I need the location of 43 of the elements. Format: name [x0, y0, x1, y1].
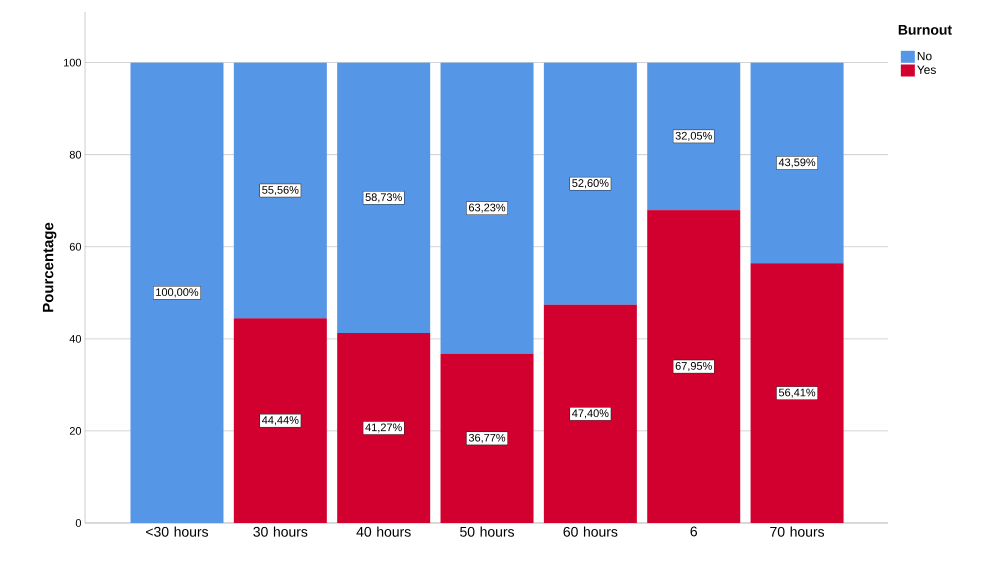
data-label: 44,44% [262, 416, 299, 426]
y-tick-label: 40 [70, 334, 82, 343]
bar [234, 62, 327, 318]
bar [337, 332, 430, 523]
data-label: 67,95% [676, 362, 712, 372]
y-tick-label: 80 [70, 150, 82, 159]
data-label: 41,27% [365, 423, 402, 433]
bar [647, 210, 740, 523]
data-label: 32,05% [676, 132, 712, 141]
y-tick-label: 60 [70, 242, 82, 251]
data-label: 56,41% [778, 388, 816, 398]
legend-label: Yes [917, 66, 936, 74]
bar [544, 62, 637, 305]
y-axis-title: Pourcentage [42, 222, 56, 312]
y-tick-label: 20 [70, 427, 82, 435]
x-tick-label: 60 hours [564, 526, 618, 537]
x-tick-label: 70 hours [770, 526, 824, 537]
bar [440, 354, 534, 523]
data-label: 58,73% [366, 193, 402, 202]
bar [647, 62, 740, 210]
data-label: 63,23% [469, 204, 506, 213]
legend-title: Burnout [898, 25, 952, 35]
data-label: 55,56% [262, 186, 299, 196]
x-tick-label: <30 hours [146, 526, 208, 537]
bar [750, 263, 844, 523]
data-label: 47,40% [572, 409, 609, 418]
data-label: 36,77% [468, 434, 506, 443]
bar [544, 304, 637, 523]
x-tick-label: 50 hours [460, 526, 514, 537]
legend-label: No [918, 52, 932, 60]
y-tick-label: 100 [64, 58, 82, 67]
data-label: 52,60% [572, 179, 609, 188]
bar [337, 62, 430, 333]
bar [234, 318, 327, 523]
x-tick-label: 6 [690, 526, 697, 536]
bar [440, 62, 534, 354]
x-tick-label: 40 hours [356, 526, 411, 537]
data-label: 43,59% [778, 158, 816, 168]
x-tick-label: 30 hours [253, 526, 308, 537]
data-label: 100,00% [156, 288, 198, 298]
y-tick-label: 0 [76, 519, 82, 527]
bar [750, 62, 844, 264]
bar [130, 62, 224, 523]
